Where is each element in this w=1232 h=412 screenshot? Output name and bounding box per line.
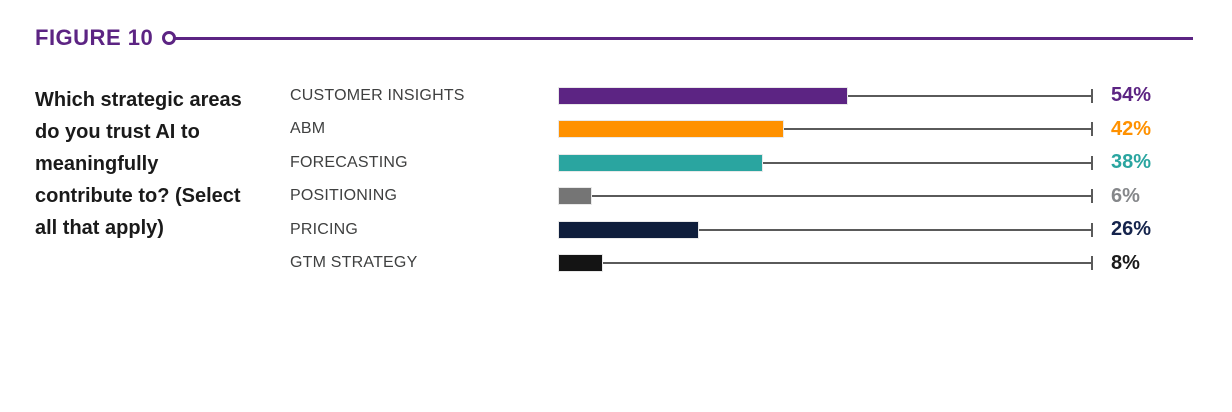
bar-track — [559, 87, 1093, 104]
category-label: FORECASTING — [290, 153, 408, 171]
category-label: GTM STRATEGY — [290, 254, 418, 272]
ring-icon — [162, 31, 177, 45]
chart-row: CUSTOMER INSIGHTS 54% — [290, 79, 1232, 113]
track-line — [559, 262, 1093, 265]
track-line — [559, 195, 1093, 198]
bar — [559, 221, 698, 238]
bar — [559, 87, 848, 104]
track-end-tick — [1091, 155, 1093, 170]
track-end-tick — [1091, 222, 1093, 237]
figure-header: FIGURE 10 — [35, 27, 1193, 49]
bar-track — [559, 188, 1093, 205]
track-end-tick — [1091, 122, 1093, 137]
bar-track — [559, 154, 1093, 171]
value-label: 8% — [1111, 251, 1140, 274]
category-label: POSITIONING — [290, 187, 398, 205]
header-rule — [175, 36, 1193, 40]
chart-row: ABM 42% — [290, 113, 1232, 147]
bar — [559, 255, 602, 272]
chart-row: FORECASTING 38% — [290, 146, 1232, 180]
chart-row: PRICING 26% — [290, 213, 1232, 247]
chart-row: POSITIONING 6% — [290, 180, 1232, 214]
figure-title: FIGURE 10 — [35, 25, 154, 50]
bar-chart: CUSTOMER INSIGHTS 54% ABM 42% FORECASTIN… — [290, 79, 1232, 280]
track-line — [559, 161, 1093, 164]
chart-rows: CUSTOMER INSIGHTS 54% ABM 42% FORECASTIN… — [290, 79, 1232, 280]
category-label: PRICING — [290, 220, 359, 238]
track-line — [559, 128, 1093, 131]
value-label: 54% — [1111, 84, 1152, 107]
bar-track — [559, 221, 1093, 238]
category-label: ABM — [290, 120, 326, 138]
bar — [559, 188, 592, 205]
category-label: CUSTOMER INSIGHTS — [290, 86, 465, 104]
bar-track — [559, 255, 1093, 272]
track-end-tick — [1091, 189, 1093, 204]
value-label: 38% — [1111, 151, 1152, 174]
track-end-tick — [1091, 88, 1093, 103]
question-text: Which strategic areas do you trust AI to… — [35, 89, 242, 239]
track-end-tick — [1091, 256, 1093, 271]
value-label: 26% — [1111, 218, 1152, 241]
bar — [559, 154, 762, 171]
value-label: 42% — [1111, 117, 1152, 140]
value-label: 6% — [1111, 184, 1140, 207]
bar-track — [559, 121, 1093, 138]
track-line — [559, 228, 1093, 231]
bar — [559, 121, 784, 138]
chart-row: GTM STRATEGY 8% — [290, 247, 1232, 281]
